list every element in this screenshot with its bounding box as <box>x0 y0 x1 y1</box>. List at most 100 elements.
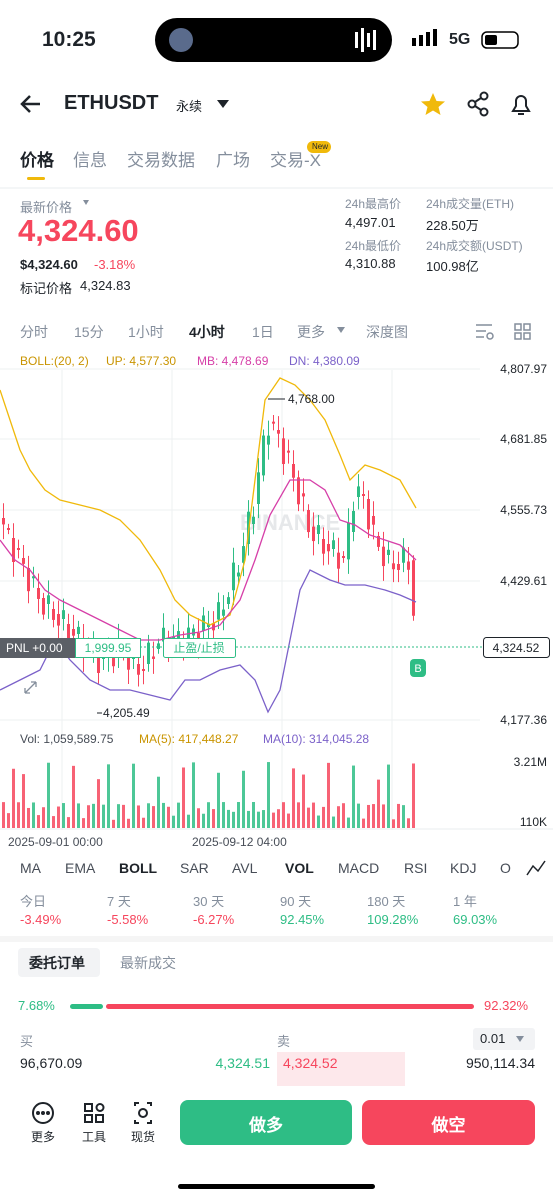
volume-bar <box>127 818 130 828</box>
performance-value: -6.27% <box>193 912 235 927</box>
candle-body <box>37 588 40 599</box>
stat-label: 24h成交量(ETH) <box>426 197 515 211</box>
volume-bar <box>242 770 245 828</box>
boll-dn-value: DN: 4,380.09 <box>289 354 360 368</box>
volume-bar <box>102 804 105 828</box>
candle-body <box>372 516 375 525</box>
indicator-tab[interactable]: SAR <box>180 860 209 876</box>
performance-value: 92.45% <box>280 912 325 927</box>
volume-bar <box>172 815 175 828</box>
volume-bar <box>42 807 45 828</box>
pnl-label: PNL +0.00 <box>6 641 63 655</box>
volume-bar <box>307 807 310 828</box>
indicator-tab[interactable]: RSI <box>404 860 428 876</box>
interval[interactable]: 1小时 <box>128 324 164 340</box>
date-label: 2025-09-12 04:00 <box>192 835 287 849</box>
volume-bar <box>32 802 35 828</box>
tab[interactable]: 价格 <box>20 151 54 170</box>
indicator-tab[interactable]: MA <box>20 860 41 876</box>
order-tab[interactable]: 委托订单 <box>29 955 85 971</box>
candle-body <box>407 561 410 570</box>
volume-bar <box>77 803 80 828</box>
chart-icon[interactable] <box>526 860 546 876</box>
tab[interactable]: 交易数据 <box>127 151 195 170</box>
candle-body <box>317 525 320 534</box>
order-tab[interactable]: 最新成交 <box>120 955 176 971</box>
indicator-tab[interactable]: BOLL <box>119 860 158 876</box>
price-axis: 4,807.97 4,681.85 4,555.73 4,429.61 4,17… <box>500 362 547 829</box>
tab[interactable]: 广场 <box>216 151 250 170</box>
candle-body <box>12 538 15 562</box>
island-icon <box>169 28 193 52</box>
star-icon[interactable] <box>421 93 445 115</box>
ask-amount: 950,114.34 <box>465 1055 535 1071</box>
candle-body <box>97 654 100 673</box>
indicator-tab[interactable]: O <box>500 860 511 876</box>
interval[interactable]: 15分 <box>74 324 104 340</box>
indicator-tab[interactable]: VOL <box>285 860 314 876</box>
bell-icon[interactable] <box>511 95 531 115</box>
volume-bar <box>122 804 125 828</box>
volume-bar <box>352 765 355 828</box>
candle-body <box>57 614 60 626</box>
candle-body <box>157 643 160 649</box>
settings-icon[interactable] <box>476 324 494 340</box>
volume-bar <box>327 762 330 828</box>
share-icon[interactable] <box>467 91 489 117</box>
interval[interactable]: 深度图 <box>366 324 408 340</box>
step-value[interactable]: 0.01 <box>480 1031 506 1046</box>
candle-body <box>237 572 240 577</box>
dropdown-icon[interactable] <box>217 100 229 108</box>
performance-value: -3.49% <box>20 912 62 927</box>
candle-body <box>352 510 355 532</box>
interval[interactable]: 1日 <box>252 324 274 340</box>
candle-body <box>242 546 245 563</box>
stat-label: 24h最高价 <box>345 197 402 211</box>
step-box[interactable] <box>473 1028 535 1050</box>
indicator-tab[interactable]: EMA <box>65 860 96 876</box>
price-axis-label: 4,681.85 <box>500 432 547 446</box>
price-dropdown <box>83 200 89 205</box>
volume-bar <box>402 805 405 828</box>
layout-icon[interactable] <box>514 323 531 340</box>
interval[interactable]: 更多 <box>297 324 325 340</box>
pnl-box[interactable] <box>0 638 75 658</box>
volume-bar <box>92 803 95 828</box>
candle-body <box>347 522 350 560</box>
back-icon[interactable] <box>20 95 40 113</box>
bottom-label[interactable]: 更多 <box>31 1130 56 1144</box>
tpsl-box[interactable] <box>163 638 236 658</box>
candle-body <box>402 547 405 563</box>
candle-body <box>282 438 285 465</box>
volume-bar <box>267 762 270 828</box>
volume-bar <box>87 805 90 828</box>
long-button[interactable] <box>180 1100 352 1145</box>
price-label: 最新价格 <box>20 200 73 215</box>
bottom-label[interactable]: 现货 <box>131 1130 156 1144</box>
interval[interactable]: 分时 <box>20 324 48 340</box>
qty-box[interactable] <box>75 638 141 658</box>
volume-bar <box>332 816 335 828</box>
short-label[interactable]: 做空 <box>431 1116 466 1135</box>
candle-body <box>207 623 210 627</box>
candle-body <box>312 526 315 542</box>
stat-value: 100.98亿 <box>426 259 479 274</box>
bottom-label[interactable]: 工具 <box>82 1130 107 1144</box>
boll-up-value: UP: 4,577.30 <box>106 354 177 368</box>
volume-bar <box>362 818 365 828</box>
interval[interactable]: 4小时 <box>189 324 225 340</box>
section-gap <box>0 936 553 942</box>
indicator-tab[interactable]: AVL <box>232 860 258 876</box>
indicator-tab[interactable]: KDJ <box>450 860 477 876</box>
long-label[interactable]: 做多 <box>249 1116 283 1135</box>
indicator-tab[interactable]: MACD <box>338 860 380 876</box>
order-tab-bg[interactable] <box>18 948 100 977</box>
tab[interactable]: 信息 <box>73 151 107 170</box>
volume-bar <box>217 772 220 828</box>
short-button[interactable] <box>362 1100 535 1145</box>
expand-icon[interactable] <box>24 681 37 694</box>
tab[interactable]: 交易-X <box>270 151 321 170</box>
candle-body <box>257 472 260 504</box>
candle-body <box>52 609 55 620</box>
